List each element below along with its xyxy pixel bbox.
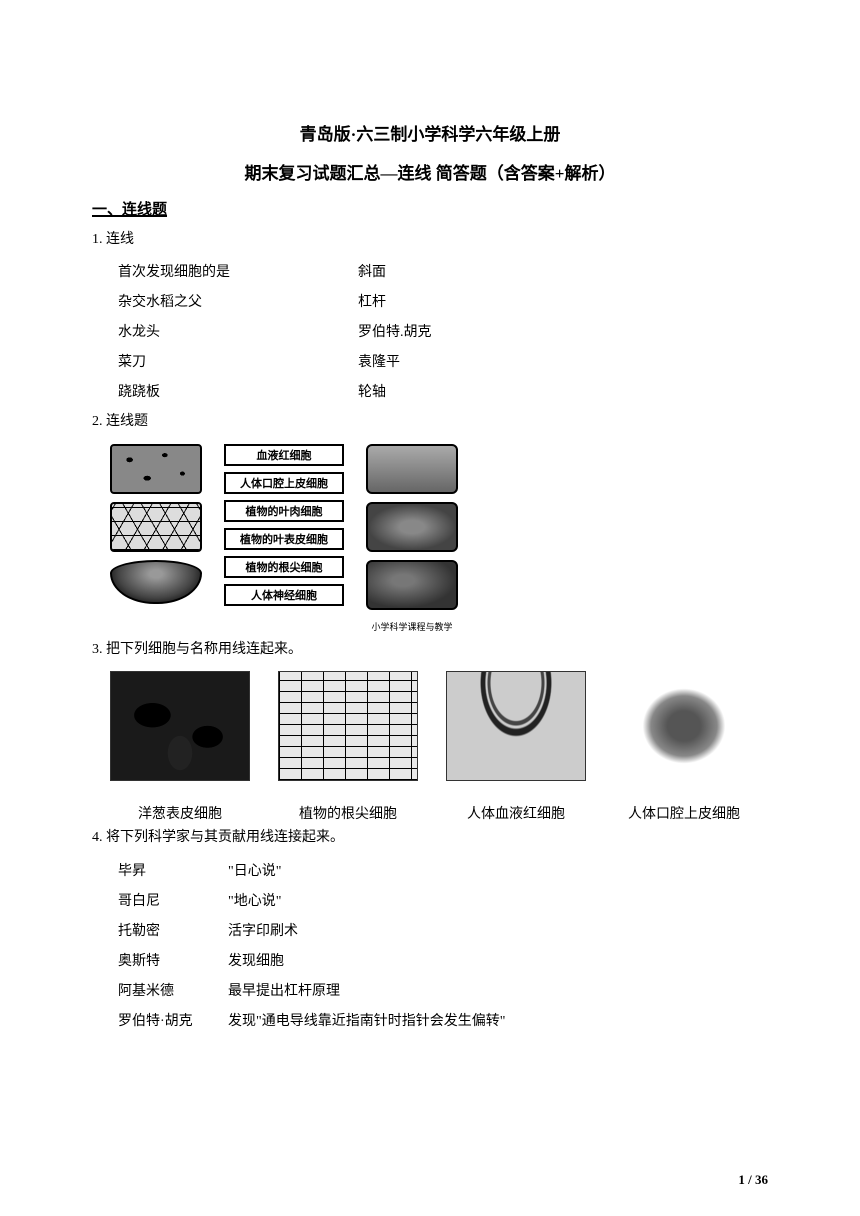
q2-left-col [110,444,202,604]
q4-right-3: 发现细胞 [228,950,284,970]
q3-image-0 [110,671,250,781]
q4-right-2: 活字印刷术 [228,920,298,940]
q2-label-1: 人体口腔上皮细胞 [224,472,344,494]
q1-pair-4: 跷跷板 轮轴 [92,381,768,401]
q3-prompt: 把下列细胞与名称用线连起来。 [106,642,302,657]
q4-left-1: 哥白尼 [118,890,228,910]
q1-left-1: 杂交水稻之父 [118,291,358,311]
q2-label-col: 血液红细胞 人体口腔上皮细胞 植物的叶肉细胞 植物的叶表皮细胞 植物的根尖细胞 … [224,444,344,606]
q1-pair-3: 菜刀 袁隆平 [92,351,768,371]
q3-images-row: 洋葱表皮细胞 植物的根尖细胞 人体血液红细胞 人体口腔上皮细胞 [92,671,768,823]
q2-number: 2. [92,414,103,429]
q3-image-3 [614,671,754,781]
q1-pair-0: 首次发现细胞的是 斜面 [92,261,768,281]
q3-item-0: 洋葱表皮细胞 [110,671,250,823]
q2-caption-right: 小学科学课程与教学 [366,620,458,633]
q1-right-1: 杠杆 [358,291,386,311]
q1-prompt: 连线 [106,232,134,247]
q4-pair-4: 阿基米德 最早提出杠杆原理 [92,980,768,1000]
q3-item-1: 植物的根尖细胞 [278,671,418,823]
q3-number: 3. [92,642,103,657]
q4-left-5: 罗伯特·胡克 [118,1010,228,1030]
q2-label-2: 植物的叶肉细胞 [224,500,344,522]
q2-cell-image-right-1 [366,444,458,494]
q4-right-1: "地心说" [228,890,281,910]
q2-cell-image-right-2 [366,502,458,552]
q3-label-1: 植物的根尖细胞 [278,803,418,823]
q4-pair-2: 托勒密 活字印刷术 [92,920,768,940]
q1-number: 1. [92,232,103,247]
q4-pair-3: 奥斯特 发现细胞 [92,950,768,970]
q3-image-2 [446,671,586,781]
q1-left-0: 首次发现细胞的是 [118,261,358,281]
q4-right-4: 最早提出杠杆原理 [228,980,340,1000]
q2-diagram: 血液红细胞 人体口腔上皮细胞 植物的叶肉细胞 植物的叶表皮细胞 植物的根尖细胞 … [92,444,768,633]
q4-right-0: "日心说" [228,860,281,880]
q4-right-5: 发现"通电导线靠近指南针时指针会发生偏转" [228,1010,505,1030]
section-1-heading: 一、连线题 [92,198,768,219]
q1-pair-2: 水龙头 罗伯特.胡克 [92,321,768,341]
q4-prompt-row: 4. 将下列科学家与其贡献用线连接起来。 [92,827,768,849]
q2-prompt-row: 2. 连线题 [92,411,768,433]
q1-right-2: 罗伯特.胡克 [358,321,432,341]
q2-label-0: 血液红细胞 [224,444,344,466]
q2-cell-image-left-2 [110,502,202,552]
page-number: 1 / 36 [738,1172,768,1188]
q2-cell-image-left-3 [110,560,202,604]
q4-prompt: 将下列科学家与其贡献用线连接起来。 [106,830,344,845]
q4-left-0: 毕昇 [118,860,228,880]
q3-item-3: 人体口腔上皮细胞 [614,671,754,823]
q4-left-2: 托勒密 [118,920,228,940]
q2-right-col: 小学科学课程与教学 [366,444,458,633]
q1-left-2: 水龙头 [118,321,358,341]
q3-item-2: 人体血液红细胞 [446,671,586,823]
q3-label-2: 人体血液红细胞 [446,803,586,823]
title-line-2: 期末复习试题汇总—连线 简答题（含答案+解析） [92,159,768,184]
q3-prompt-row: 3. 把下列细胞与名称用线连起来。 [92,639,768,661]
q1-right-0: 斜面 [358,261,386,281]
q2-label-3: 植物的叶表皮细胞 [224,528,344,550]
q1-left-4: 跷跷板 [118,381,358,401]
q3-image-1 [278,671,418,781]
q1-right-4: 轮轴 [358,381,386,401]
q3-label-3: 人体口腔上皮细胞 [614,803,754,823]
q4-pair-1: 哥白尼 "地心说" [92,890,768,910]
q2-cell-image-right-3 [366,560,458,610]
q1-right-3: 袁隆平 [358,351,400,371]
q4-number: 4. [92,830,103,845]
q1-pair-1: 杂交水稻之父 杠杆 [92,291,768,311]
q2-cell-image-left-1 [110,444,202,494]
q4-pair-0: 毕昇 "日心说" [92,860,768,880]
q4-left-4: 阿基米德 [118,980,228,1000]
title-line-1: 青岛版·六三制小学科学六年级上册 [92,120,768,145]
q4-left-3: 奥斯特 [118,950,228,970]
q1-prompt-row: 1. 连线 [92,229,768,251]
q4-pair-5: 罗伯特·胡克 发现"通电导线靠近指南针时指针会发生偏转" [92,1010,768,1030]
q2-prompt: 连线题 [106,414,148,429]
q3-label-0: 洋葱表皮细胞 [110,803,250,823]
q2-label-4: 植物的根尖细胞 [224,556,344,578]
q2-label-5: 人体神经细胞 [224,584,344,606]
q1-left-3: 菜刀 [118,351,358,371]
